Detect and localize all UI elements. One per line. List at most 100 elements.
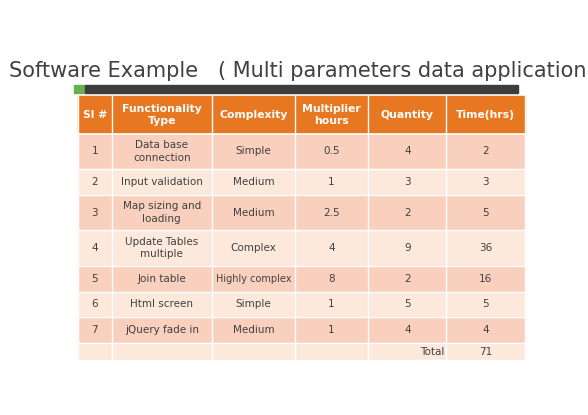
Text: Total: Total (420, 347, 444, 356)
Text: 8: 8 (328, 273, 335, 283)
Bar (112, 96, 212, 134)
Bar (78, 343, 112, 360)
Bar (85, 85, 518, 93)
Bar (295, 343, 368, 360)
Bar (78, 291, 112, 317)
Bar (112, 343, 212, 360)
Bar (212, 169, 295, 195)
Bar (212, 195, 295, 230)
Text: 1: 1 (328, 300, 335, 310)
Text: Update Tables
multiple: Update Tables multiple (125, 237, 198, 259)
Bar (78, 134, 112, 169)
Text: jQuery fade in: jQuery fade in (125, 325, 199, 335)
Text: 2: 2 (404, 208, 411, 217)
Bar (446, 195, 524, 230)
Text: 5: 5 (482, 300, 489, 310)
Bar (446, 317, 524, 343)
Text: 5: 5 (482, 208, 489, 217)
Bar (212, 317, 295, 343)
Bar (368, 195, 446, 230)
Text: 3: 3 (92, 208, 98, 217)
Bar (446, 96, 524, 134)
Bar (78, 230, 112, 266)
Text: Complex: Complex (230, 243, 276, 253)
Bar (112, 169, 212, 195)
Bar (446, 134, 524, 169)
Text: Software Example   ( Multi parameters data application): Software Example ( Multi parameters data… (9, 61, 588, 81)
Bar (112, 230, 212, 266)
Text: 71: 71 (479, 347, 492, 356)
Text: 2.5: 2.5 (323, 208, 340, 217)
Text: Html screen: Html screen (131, 300, 193, 310)
Bar (112, 317, 212, 343)
Bar (295, 291, 368, 317)
Bar (212, 96, 295, 134)
Bar (78, 96, 112, 134)
Bar (368, 266, 446, 291)
Bar (368, 291, 446, 317)
Bar (112, 195, 212, 230)
Bar (295, 96, 368, 134)
Bar (446, 343, 524, 360)
Text: 4: 4 (482, 325, 489, 335)
Bar (212, 266, 295, 291)
Text: 3: 3 (482, 177, 489, 187)
Bar (446, 169, 524, 195)
Bar (368, 317, 446, 343)
Text: 2: 2 (404, 273, 411, 283)
Text: 16: 16 (479, 273, 492, 283)
Text: 1: 1 (328, 325, 335, 335)
Text: 6: 6 (92, 300, 98, 310)
Text: 2: 2 (92, 177, 98, 187)
Text: Multiplier
hours: Multiplier hours (302, 104, 361, 126)
Text: Join table: Join table (138, 273, 186, 283)
Bar (78, 169, 112, 195)
Bar (295, 317, 368, 343)
Text: 9: 9 (404, 243, 411, 253)
Text: 4: 4 (404, 146, 411, 156)
Bar (446, 230, 524, 266)
Text: 4: 4 (404, 325, 411, 335)
Text: Input validation: Input validation (121, 177, 203, 187)
Text: Highly complex: Highly complex (216, 273, 291, 283)
Bar (446, 266, 524, 291)
Bar (112, 134, 212, 169)
Bar (78, 266, 112, 291)
Text: Data base
connection: Data base connection (133, 140, 191, 163)
Bar (212, 134, 295, 169)
Bar (295, 266, 368, 291)
Bar (74, 85, 83, 93)
Bar (78, 317, 112, 343)
Text: 5: 5 (404, 300, 411, 310)
Text: Medium: Medium (232, 177, 274, 187)
Text: 1: 1 (92, 146, 98, 156)
Text: Simple: Simple (235, 146, 271, 156)
Bar (368, 169, 446, 195)
Bar (368, 134, 446, 169)
Bar (295, 134, 368, 169)
Bar (78, 195, 112, 230)
Bar (368, 343, 446, 360)
Bar (295, 230, 368, 266)
Bar (446, 291, 524, 317)
Text: Simple: Simple (235, 300, 271, 310)
Bar (295, 169, 368, 195)
Text: 36: 36 (479, 243, 492, 253)
Text: 7: 7 (92, 325, 98, 335)
Text: 0.5: 0.5 (323, 146, 340, 156)
Text: Medium: Medium (232, 208, 274, 217)
Text: Functionality
Type: Functionality Type (122, 104, 202, 126)
Text: 1: 1 (328, 177, 335, 187)
Bar (295, 195, 368, 230)
Bar (368, 230, 446, 266)
Text: Sl #: Sl # (83, 110, 107, 120)
Text: Quantity: Quantity (381, 110, 434, 120)
Bar (368, 96, 446, 134)
Text: 4: 4 (328, 243, 335, 253)
Text: Time(hrs): Time(hrs) (456, 110, 515, 120)
Bar (212, 343, 295, 360)
Bar (212, 291, 295, 317)
Text: 4: 4 (92, 243, 98, 253)
Text: Medium: Medium (232, 325, 274, 335)
Text: 3: 3 (404, 177, 411, 187)
